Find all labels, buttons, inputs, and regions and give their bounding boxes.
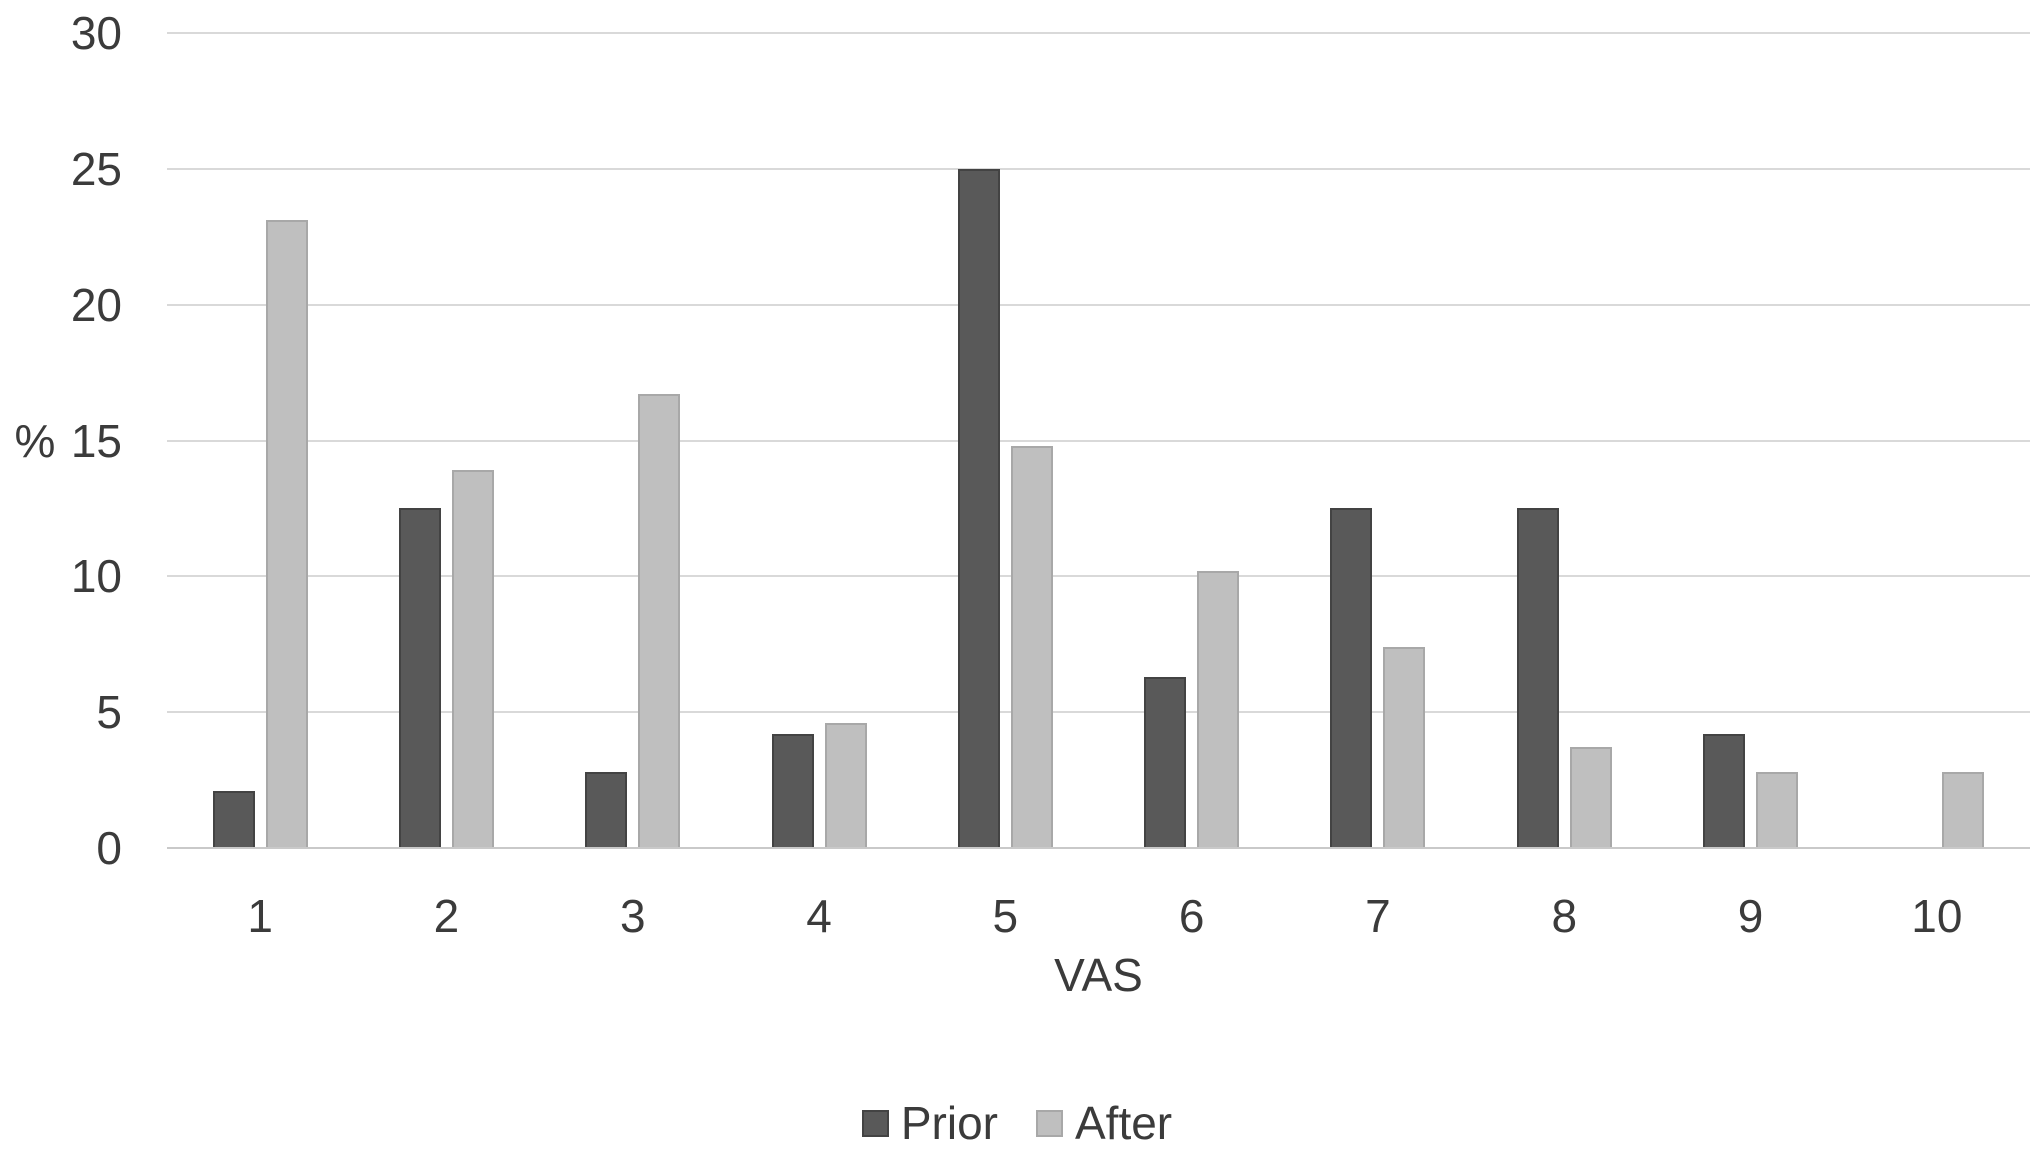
bar-after-10 [1942,771,1985,848]
y-tick-label-15: 15 [70,414,122,467]
bar-prior-8 [1516,508,1559,848]
bar-after-3 [638,394,681,848]
bar-after-4 [824,723,867,848]
y-tick-label-10: 10 [70,550,122,603]
x-tick-label-5: 5 [992,890,1019,942]
x-tick-label-2: 2 [433,890,460,942]
bar-after-6 [1197,570,1240,848]
gridline-30 [167,32,2030,34]
legend: Prior After [0,1100,2034,1146]
bar-after-5 [1010,445,1053,848]
x-tick-label-6: 6 [1178,890,1205,942]
bar-after-1 [265,220,308,848]
x-tick-label-10: 10 [1911,890,1963,942]
x-tick-label-8: 8 [1551,890,1578,942]
x-tick-label-4: 4 [806,890,832,942]
x-tick-label-7: 7 [1365,890,1391,942]
gridline-25 [167,167,2030,170]
x-axis-title: VAS [1054,949,1143,1001]
legend-label-prior: Prior [900,1097,998,1149]
bar-after-9 [1756,771,1799,848]
legend-label-after: After [1074,1097,1173,1149]
gridline-20 [167,303,2030,306]
x-tick-label-9: 9 [1737,890,1764,942]
gridline-15 [167,439,2030,442]
y-tick-label-0: 0 [96,822,122,874]
legend-item-after: After [1035,1097,1173,1149]
bar-prior-7 [1330,508,1373,848]
bar-prior-4 [771,733,814,848]
bar-prior-5 [957,168,1000,848]
bar-after-2 [451,470,494,848]
bar-prior-6 [1144,676,1187,848]
x-axis-line [167,847,2030,849]
bar-after-7 [1383,646,1426,848]
bar-after-8 [1569,747,1612,848]
y-tick-label-25: 25 [70,142,122,195]
bar-prior-1 [212,790,255,848]
legend-swatch-prior-icon [861,1109,889,1137]
gridline-5 [167,711,2030,714]
bar-prior-9 [1703,733,1746,848]
y-tick-label-20: 20 [70,278,122,331]
x-tick-label-3: 3 [619,890,646,942]
y-axis-title: % [14,415,56,467]
legend-swatch-after-icon [1035,1109,1063,1137]
bar-prior-3 [585,771,628,848]
legend-item-prior: Prior [861,1097,998,1149]
y-tick-label-30: 30 [70,7,122,59]
x-tick-label-1: 1 [247,890,273,942]
y-tick-label-5: 5 [96,686,122,739]
bar-prior-2 [398,508,441,848]
gridline-10 [167,575,2030,578]
